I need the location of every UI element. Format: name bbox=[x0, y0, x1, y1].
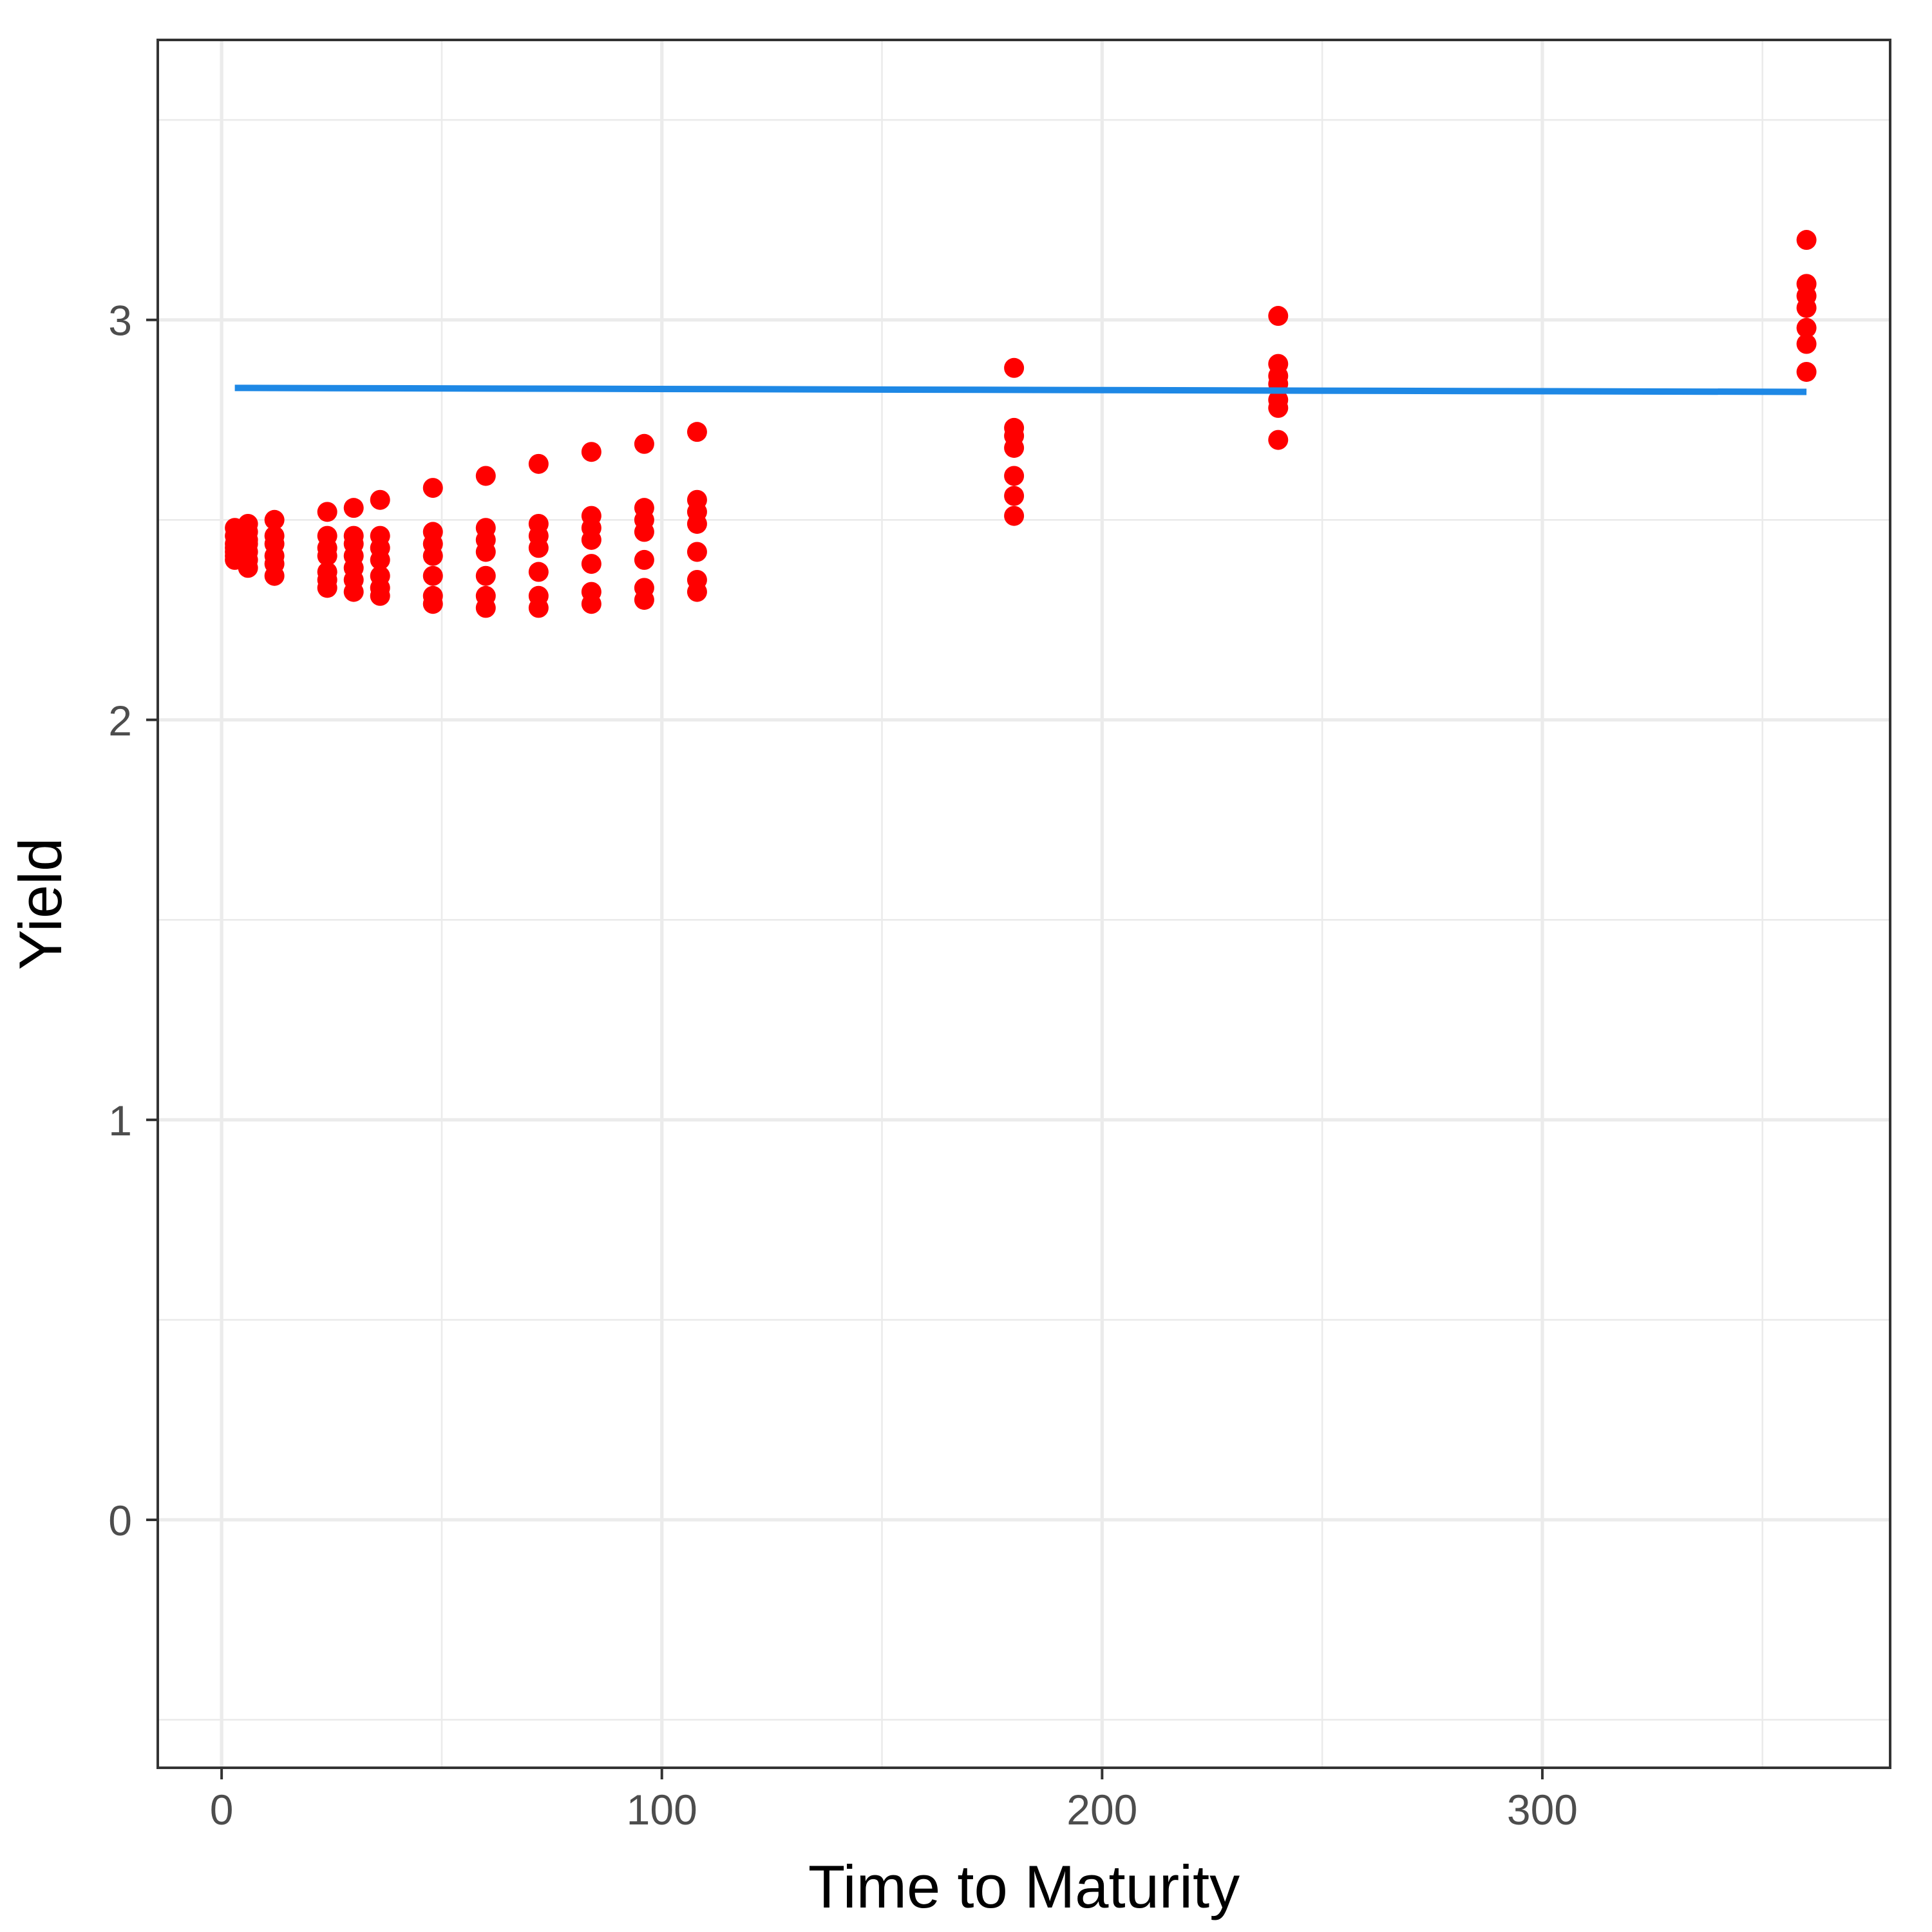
scatter-point bbox=[422, 594, 443, 614]
scatter-point bbox=[317, 502, 337, 522]
plot-panel-border bbox=[156, 39, 1891, 1769]
scatter-point bbox=[687, 422, 707, 442]
scatter-point bbox=[343, 498, 364, 518]
y-tick-label: 3 bbox=[108, 297, 132, 345]
scatter-point bbox=[687, 542, 707, 562]
scatter-point bbox=[581, 594, 601, 614]
scatter-point bbox=[370, 489, 390, 510]
scatter-point bbox=[1796, 334, 1817, 354]
scatter-point bbox=[238, 558, 258, 578]
x-axis-ticks: 0 100 200 300 bbox=[210, 1768, 1578, 1833]
scatter-point bbox=[422, 545, 443, 566]
scatter-point bbox=[1796, 361, 1817, 382]
scatter-point bbox=[581, 529, 601, 550]
y-tick-label: 0 bbox=[108, 1497, 132, 1544]
x-tick-label: 200 bbox=[1066, 1786, 1137, 1833]
scatter-point bbox=[687, 582, 707, 602]
scatter-point bbox=[264, 565, 285, 586]
y-axis-title: Yield bbox=[6, 838, 74, 971]
scatter-point bbox=[1268, 306, 1289, 327]
scatter-point bbox=[528, 538, 549, 558]
scatter-point bbox=[475, 466, 496, 486]
x-tick-label: 300 bbox=[1507, 1786, 1578, 1833]
scatter-point bbox=[1004, 437, 1025, 458]
scatter-point bbox=[370, 549, 390, 570]
scatter-point bbox=[1268, 430, 1289, 450]
scatter-point bbox=[634, 433, 654, 454]
scatter-point bbox=[634, 522, 654, 542]
scatter-point bbox=[634, 549, 654, 570]
data-points bbox=[225, 230, 1817, 618]
scatter-point bbox=[422, 478, 443, 498]
scatter-point bbox=[317, 545, 337, 566]
scatter-point bbox=[634, 589, 654, 610]
x-axis-title: Time to Maturity bbox=[808, 1853, 1240, 1920]
scatter-point bbox=[317, 578, 337, 598]
scatter-point bbox=[1796, 317, 1817, 338]
scatter-point bbox=[370, 585, 390, 606]
scatter-point bbox=[581, 554, 601, 574]
scatter-point bbox=[475, 565, 496, 586]
fit-line bbox=[234, 384, 1807, 395]
y-tick-label: 2 bbox=[108, 697, 132, 744]
scatter-point bbox=[264, 509, 285, 530]
scatter-point bbox=[1004, 486, 1025, 506]
x-tick-label: 0 bbox=[210, 1786, 234, 1833]
scatter-point bbox=[1268, 397, 1289, 418]
y-tick-label: 1 bbox=[108, 1097, 132, 1144]
scatter-point bbox=[581, 442, 601, 462]
fit-line-layer bbox=[234, 384, 1807, 395]
minor-gridlines bbox=[158, 40, 1890, 1768]
scatter-point bbox=[422, 565, 443, 586]
scatter-point bbox=[528, 562, 549, 582]
scatter-point bbox=[343, 582, 364, 602]
scatter-point bbox=[1796, 298, 1817, 318]
scatter-point bbox=[528, 453, 549, 474]
scatter-point bbox=[475, 598, 496, 618]
scatter-point bbox=[687, 513, 707, 534]
major-gridlines bbox=[158, 40, 1890, 1768]
scatter-point bbox=[1004, 506, 1025, 526]
scatter-point bbox=[1796, 230, 1817, 251]
y-axis-ticks: 0 1 2 3 bbox=[108, 297, 158, 1544]
scatter-point bbox=[528, 598, 549, 618]
x-tick-label: 100 bbox=[627, 1786, 697, 1833]
scatter-point bbox=[475, 542, 496, 562]
scatter-point bbox=[1004, 357, 1025, 378]
scatter-point bbox=[1004, 466, 1025, 486]
